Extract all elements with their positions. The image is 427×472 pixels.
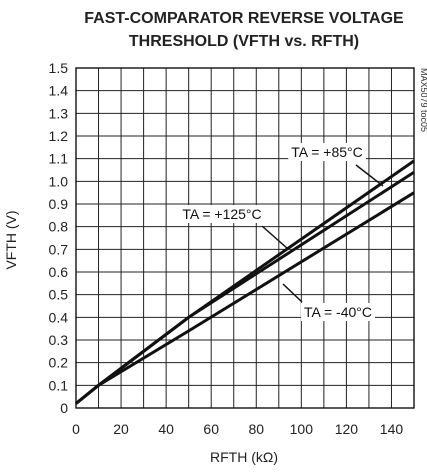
x-tick-label: 40 — [158, 421, 174, 437]
annotation-label: TA = +125°C — [182, 206, 261, 222]
x-tick-label: 80 — [248, 421, 264, 437]
y-tick-label: 1.2 — [49, 128, 69, 144]
y-tick-label: 0 — [60, 400, 68, 416]
y-tick-label: 0.8 — [49, 219, 69, 235]
annotation-background — [288, 143, 366, 161]
side-label: MAX5079 toc05 — [419, 68, 427, 132]
x-tick-labels: 0 20 40 60 80 100 120 140 — [72, 421, 403, 437]
annotation-background — [301, 303, 375, 321]
y-axis-label: VFTH (V) — [3, 210, 19, 269]
y-tick-label: 1.3 — [49, 105, 69, 121]
y-tick-label: 0.3 — [49, 332, 69, 348]
annotation-leader — [261, 225, 289, 250]
y-tick-label: 0.7 — [49, 241, 69, 257]
y-tick-label: 1.1 — [49, 151, 69, 167]
series-line — [75, 191, 415, 405]
x-tick-label: 100 — [290, 421, 314, 437]
x-tick-label: 120 — [335, 421, 359, 437]
series-group — [75, 159, 415, 405]
y-tick-label: 1.4 — [49, 83, 69, 99]
y-tick-label: 0.1 — [49, 377, 69, 393]
y-tick-label: 0.2 — [49, 355, 69, 371]
y-tick-labels: 0 0.1 0.2 0.3 0.4 0.5 0.6 0.7 0.8 0.9 1.0 1.1 1.2 1.3… — [49, 60, 69, 416]
annotation-label: TA = +85°C — [291, 144, 363, 160]
y-tick-label: 1.5 — [49, 60, 69, 76]
y-tick-label: 0.5 — [49, 287, 69, 303]
chart-title-line2: THRESHOLD (VFTH vs. RFTH) — [129, 33, 359, 50]
y-tick-label: 0.4 — [49, 309, 69, 325]
x-tick-label: 20 — [113, 421, 129, 437]
annotation-leader — [282, 283, 303, 303]
y-tick-label: 0.6 — [49, 264, 69, 280]
x-axis-label: RFTH (kΩ) — [210, 449, 278, 465]
x-tick-label: 60 — [203, 421, 219, 437]
plot-frame — [75, 67, 415, 409]
x-tick-label: 0 — [72, 421, 80, 437]
grid — [75, 67, 415, 409]
y-tick-label: 1.0 — [49, 173, 69, 189]
chart-title-line1: FAST-COMPARATOR REVERSE VOLTAGE — [84, 10, 404, 27]
annotation-background — [179, 205, 265, 223]
annotations: TA = +85°C TA = +125°C TA = -40°C — [179, 143, 384, 321]
annotation-leader — [355, 164, 384, 187]
annotation-label: TA = -40°C — [304, 304, 372, 320]
x-tick-label: 140 — [380, 421, 404, 437]
y-tick-label: 0.9 — [49, 196, 69, 212]
